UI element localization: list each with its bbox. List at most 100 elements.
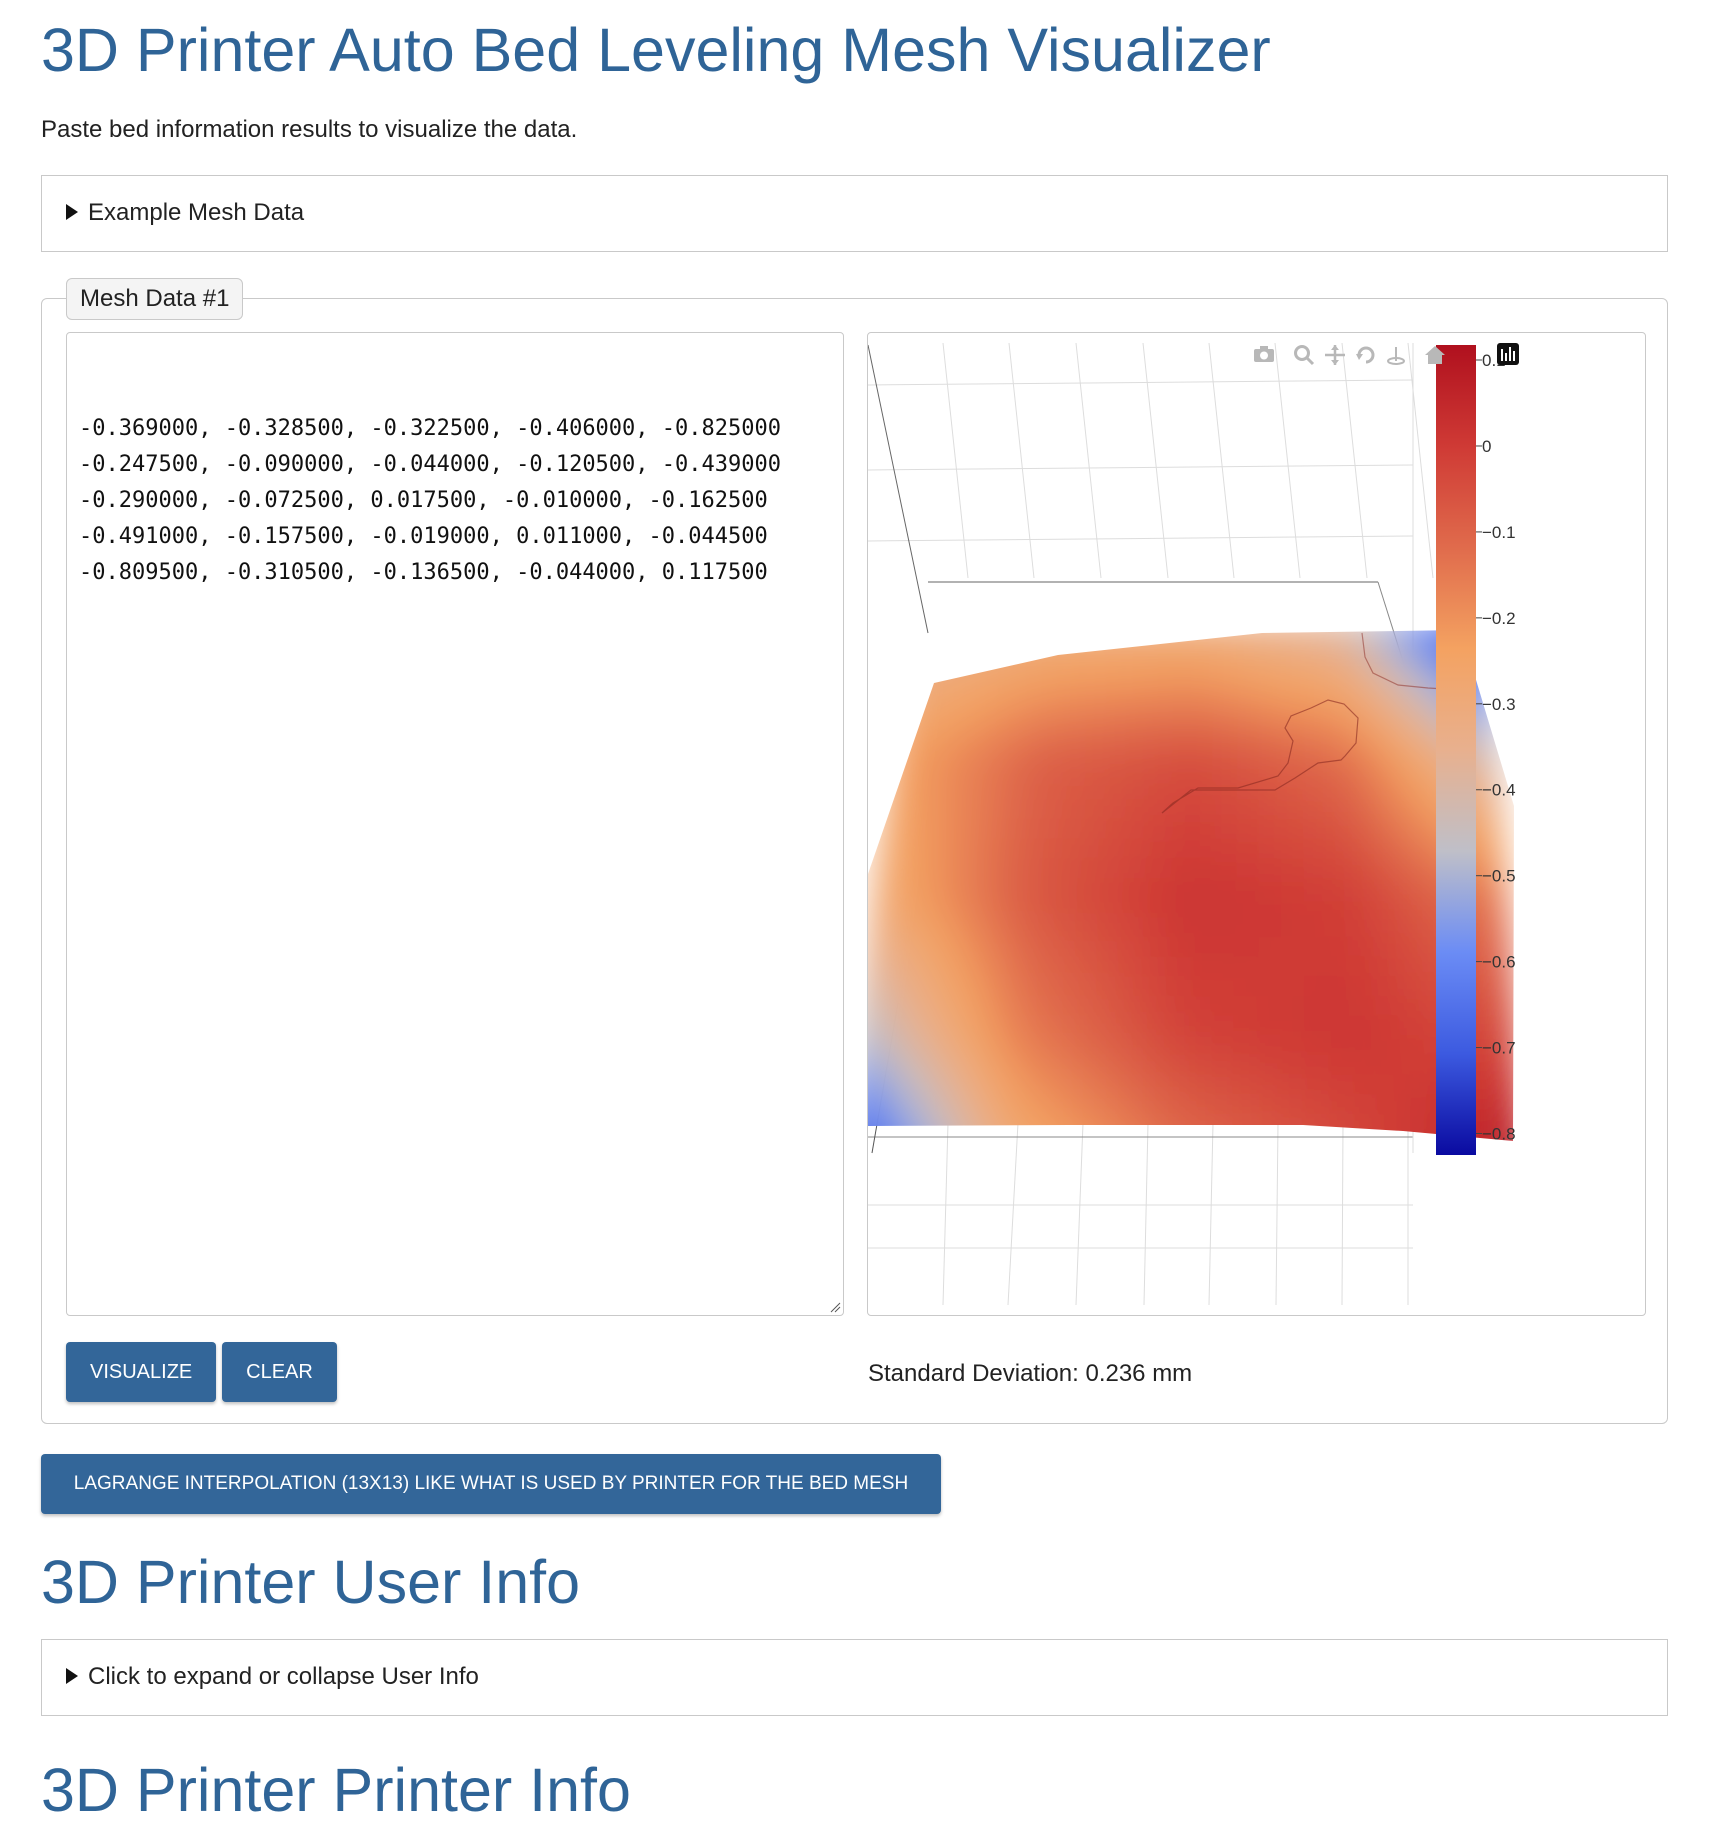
example-mesh-summary[interactable]: Example Mesh Data — [66, 199, 304, 227]
surface-cell — [1135, 1093, 1162, 1115]
mesh-surface-svg[interactable]: 0.10−0.1−0.2−0.3−0.4−0.5−0.6−0.7−0.8 — [868, 333, 1646, 1316]
surface-cell — [1478, 1153, 1504, 1173]
surface-cell — [887, 1153, 914, 1173]
surface-cell — [1280, 838, 1305, 860]
surface-cell — [1352, 1074, 1379, 1095]
surface-cell — [1058, 818, 1083, 840]
camera-icon[interactable] — [1254, 346, 1274, 362]
surface-cell — [1364, 681, 1388, 703]
surface-cell — [1306, 1153, 1331, 1173]
surface-cell — [1006, 897, 1033, 919]
surface-cell — [1325, 858, 1350, 879]
surface-cell — [912, 1153, 939, 1173]
surface-cell — [1023, 701, 1048, 722]
surface-cell — [1142, 917, 1168, 938]
surface-cell — [1304, 1035, 1330, 1056]
surface-cell — [1072, 936, 1099, 958]
surface-cell — [1113, 1054, 1140, 1076]
surface-cell — [923, 1035, 951, 1056]
surface-cell — [961, 897, 987, 919]
surface-cell — [1110, 681, 1134, 703]
clear-button[interactable]: Clear — [222, 1342, 337, 1402]
surface-cell — [1235, 877, 1260, 899]
surface-cell — [869, 897, 897, 919]
surface-cell — [933, 740, 959, 761]
surface-cell — [1108, 720, 1132, 742]
surface-cell — [1233, 1035, 1259, 1056]
surface-cell — [1153, 661, 1177, 683]
surface-cell — [1098, 897, 1124, 919]
surface-cell — [1355, 1153, 1380, 1173]
mesh-data-textarea[interactable]: -0.369000, -0.328500, -0.322500, -0.4060… — [66, 332, 844, 1316]
mesh-3d-plot[interactable]: 0.1 0 −0.1 −0.2 −0.3 −0.4 −0.5 −0.6 −0.7 −0.8 — [867, 332, 1646, 1316]
surface-cell — [1038, 779, 1064, 801]
surface-cell — [1257, 995, 1282, 1017]
surface-cell — [1086, 720, 1111, 742]
mesh-data-row: -0.369000, -0.328500, -0.322500, -0.4060… — [79, 416, 781, 441]
surface-cell — [924, 818, 950, 840]
user-info-summary[interactable]: Click to expand or collapse User Info — [66, 1663, 479, 1691]
surface-cell — [1492, 1015, 1514, 1036]
surface-cell — [919, 1074, 947, 1095]
surface-cell — [888, 936, 915, 958]
surface-cell — [1075, 897, 1101, 919]
lagrange-interpolation-button[interactable]: Lagrange interpolation (13x13) like what… — [41, 1454, 941, 1514]
plot-modebar[interactable] — [1254, 343, 1519, 366]
surface-cell — [1132, 661, 1156, 683]
surface-cell — [1324, 799, 1349, 820]
home-icon[interactable] — [1425, 346, 1445, 364]
surface-cell — [1236, 818, 1260, 840]
resize-grip-icon[interactable] — [829, 1301, 841, 1313]
surface-cell — [1131, 681, 1155, 703]
surface-cell — [902, 642, 927, 663]
surface-cell — [1232, 1074, 1259, 1095]
surface-cell — [998, 740, 1023, 761]
surface-cell — [937, 701, 963, 722]
example-mesh-details[interactable]: Example Mesh Data — [41, 175, 1668, 252]
surface-cell — [1302, 740, 1325, 761]
surface-cell — [951, 995, 978, 1017]
plotly-logo-icon[interactable] — [1497, 343, 1519, 365]
surface-cell — [1376, 1054, 1402, 1076]
surface-cell — [1124, 818, 1149, 840]
surface-cell — [1302, 799, 1326, 820]
surface-cell — [1191, 818, 1216, 840]
surface-cell — [1095, 936, 1122, 958]
surface-cell — [1301, 720, 1325, 742]
surface-cell — [982, 917, 1008, 938]
surface-cell — [1029, 897, 1055, 919]
surface-cell — [1237, 701, 1261, 722]
surface-cell — [1479, 818, 1505, 840]
surface-cell — [1237, 720, 1261, 742]
surface-cell — [1374, 995, 1400, 1017]
surface-cell — [1302, 818, 1327, 840]
surface-cell — [1148, 779, 1173, 801]
surface-cell — [1400, 1074, 1427, 1095]
surface-cell — [1066, 701, 1091, 722]
surface-cell — [986, 642, 1011, 663]
surface-cell — [1350, 956, 1375, 978]
user-info-details[interactable]: Click to expand or collapse User Info — [41, 1639, 1668, 1716]
orbit-rotation-icon[interactable] — [1356, 346, 1375, 364]
surface-cell — [1349, 917, 1374, 938]
mesh-fieldset — [41, 298, 1668, 1424]
surface-cell — [1083, 760, 1109, 781]
surface-cell — [1010, 858, 1036, 879]
surface-cell — [915, 1113, 943, 1135]
surface-cell — [965, 858, 991, 879]
visualize-button[interactable]: Visualize — [66, 1342, 216, 1402]
surface-cell — [1088, 681, 1113, 703]
zoom-icon[interactable] — [1294, 345, 1315, 366]
surface-cell — [1256, 1054, 1282, 1076]
surface-cell — [1238, 661, 1261, 683]
surface-cell — [1257, 936, 1282, 958]
colorbar-gradient — [1436, 345, 1476, 1155]
surface-cell — [1038, 1093, 1066, 1115]
grid-line — [1407, 342, 1434, 579]
surface-cell — [1415, 858, 1440, 879]
pan-icon[interactable] — [1325, 345, 1345, 365]
turntable-rotation-icon[interactable] — [1387, 347, 1405, 365]
grid-line — [1142, 342, 1169, 579]
surface-cell — [952, 760, 978, 781]
surface-cell — [1141, 956, 1167, 978]
